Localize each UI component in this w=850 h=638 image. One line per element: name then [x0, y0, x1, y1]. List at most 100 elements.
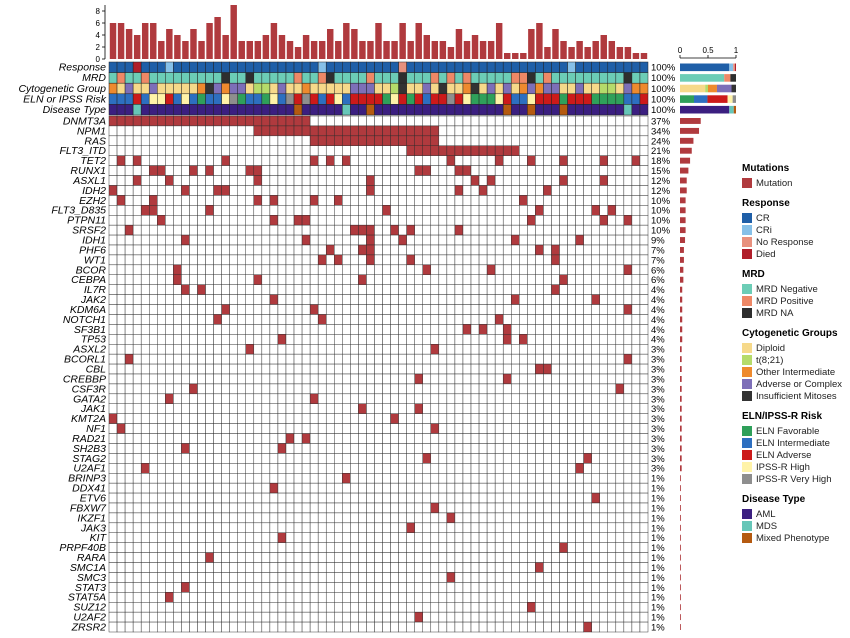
mutation-cell: [325, 155, 335, 166]
mutation-cell: [213, 274, 222, 285]
mutation-cell: [350, 473, 359, 484]
mutation-cell: [157, 502, 166, 514]
mutation-cell: [197, 592, 206, 603]
mutation-cell: [559, 304, 568, 315]
mutation-cell: [398, 433, 407, 444]
mutation-cell: [414, 542, 423, 553]
mutation-cell: [116, 393, 126, 404]
mutation-cell: [615, 413, 625, 424]
mutation-cell: [511, 423, 520, 434]
mutation-cell: [575, 175, 584, 186]
mutation-cell: [535, 522, 544, 533]
mutation-cell: [486, 135, 496, 146]
mutation-cell: [470, 344, 480, 355]
mutation-cell: [414, 314, 423, 325]
mutation-cell: [535, 373, 544, 385]
mutation-cell: [181, 482, 190, 494]
mutation-cell: [221, 294, 230, 305]
annotation-cell: [390, 104, 399, 116]
mutation-cell: [535, 621, 544, 633]
annotation-cell: [237, 93, 247, 105]
mutation-cell: [511, 314, 520, 325]
mutation-cell: [502, 284, 512, 295]
mutation-cell: [269, 264, 279, 275]
mutation-cell: [559, 522, 568, 533]
mutation-cell: [148, 274, 158, 285]
mutation-cell: [422, 512, 432, 524]
annotation-cell: [213, 93, 222, 105]
mutation-cell: [334, 125, 343, 137]
mutation-cell: [374, 602, 383, 613]
mutation-cell: [293, 532, 303, 543]
mutation-cell: [293, 413, 303, 424]
mutation-cell: [205, 125, 214, 137]
mutation-cell: [470, 314, 480, 325]
mutation-cell: [229, 294, 238, 305]
mutation-cell: [293, 542, 303, 553]
annotation-cell: [173, 72, 182, 84]
mutation-cell: [422, 274, 432, 285]
mutation-cell: [398, 284, 407, 295]
mutation-cell: [470, 254, 480, 266]
mutation-cell: [366, 324, 375, 335]
mutation-cell: [470, 383, 480, 395]
mutation-cell: [213, 611, 222, 623]
mutation-cell: [148, 473, 158, 484]
mutation-cell: [390, 145, 399, 156]
mutation-cell: [205, 244, 214, 256]
mutation-cell: [173, 155, 182, 166]
annotation-cell: [116, 104, 126, 116]
mutation-cell: [406, 304, 415, 315]
mutation-cell: [342, 433, 351, 444]
annotation-cell: [197, 61, 206, 73]
mutation-cell: [422, 413, 432, 424]
mutation-cell: [189, 463, 198, 474]
mutation-cell: [615, 433, 625, 444]
mutation-cell: [390, 195, 399, 206]
gene-label: JAK3: [80, 522, 106, 534]
mutation-cell: [197, 165, 206, 176]
legend-item-label: Insufficient Mitoses: [756, 390, 837, 402]
mutation-cell: [205, 443, 214, 454]
mutation-cell: [519, 502, 528, 514]
mutation-cell: [438, 165, 448, 176]
mutation-cell: [599, 423, 609, 434]
mutation-cell: [446, 324, 456, 335]
mutation-cell: [197, 492, 206, 504]
annotation-cell: [285, 93, 295, 105]
mutation-cell: [205, 393, 214, 404]
mutation-cell: [535, 492, 544, 504]
mutation-cell: [462, 463, 472, 474]
mutation-cell: [285, 453, 295, 464]
mutation-cell: [551, 532, 560, 543]
mutation-cell: [430, 492, 440, 504]
mutation-cell: [116, 572, 126, 583]
mutation-cell: [519, 433, 528, 444]
mutation-cell: [124, 542, 134, 553]
top-count-bar: [632, 53, 640, 59]
mutation-cell: [261, 274, 271, 285]
mutation-cell: [511, 433, 520, 444]
annotation-cell: [132, 104, 142, 116]
mutation-cell: [527, 433, 536, 444]
legend-item: Died: [742, 248, 848, 260]
mutation-cell: [599, 562, 609, 573]
mutation-cell: [502, 592, 512, 603]
mutation-cell: [173, 115, 182, 127]
mutation-cell: [543, 195, 552, 206]
mutation-cell: [430, 254, 440, 266]
mutation-cell: [559, 264, 568, 275]
mutation-cell: [535, 215, 544, 226]
top-count-bar: [141, 23, 149, 59]
annotation-cell: [551, 82, 560, 95]
mutation-cell: [502, 324, 512, 335]
mutation-cell: [414, 383, 423, 395]
mutation-cell: [519, 234, 528, 246]
mutation-cell: [414, 522, 423, 533]
mutation-cell: [502, 582, 512, 593]
mutation-cell: [277, 473, 287, 484]
mutation-cell: [197, 334, 206, 345]
mutation-cell: [205, 373, 214, 385]
mutation-frequency-bar: [680, 624, 681, 630]
annotation-fraction-segment: [680, 105, 730, 114]
